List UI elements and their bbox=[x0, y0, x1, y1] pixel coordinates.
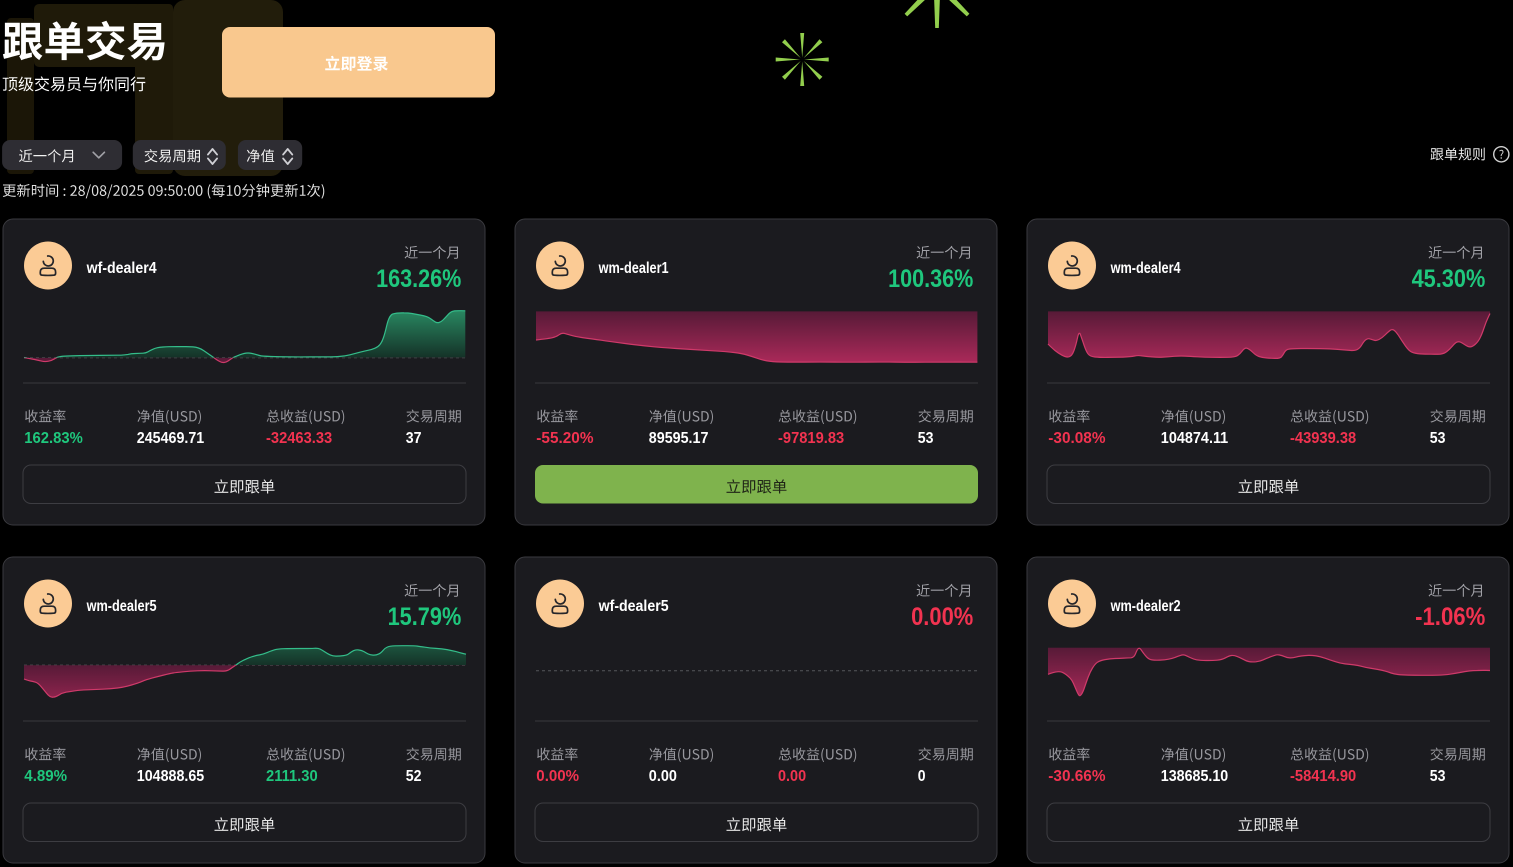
svg-text:53: 53 bbox=[1430, 768, 1446, 785]
svg-text:89595.17: 89595.17 bbox=[649, 430, 709, 447]
svg-text:245469.71: 245469.71 bbox=[137, 430, 204, 447]
svg-text:0.00%: 0.00% bbox=[536, 768, 579, 785]
svg-text:0.00%: 0.00% bbox=[911, 603, 973, 631]
svg-text:wm-dealer2: wm-dealer2 bbox=[1110, 598, 1181, 615]
svg-text:138685.10: 138685.10 bbox=[1161, 768, 1228, 785]
svg-text:53: 53 bbox=[918, 430, 934, 447]
svg-text:-32463.33: -32463.33 bbox=[266, 430, 332, 447]
svg-text:162.83%: 162.83% bbox=[24, 430, 83, 447]
svg-text:52: 52 bbox=[406, 768, 422, 785]
svg-text:53: 53 bbox=[1430, 430, 1446, 447]
svg-text:wf-dealer4: wf-dealer4 bbox=[86, 260, 157, 277]
svg-text:-1.06%: -1.06% bbox=[1415, 603, 1485, 631]
svg-text:-43939.38: -43939.38 bbox=[1290, 430, 1356, 447]
svg-text:0.00: 0.00 bbox=[778, 768, 806, 785]
svg-text:15.79%: 15.79% bbox=[388, 603, 462, 631]
svg-text:-55.20%: -55.20% bbox=[536, 430, 593, 447]
svg-text:-30.66%: -30.66% bbox=[1048, 768, 1105, 785]
svg-text:4.89%: 4.89% bbox=[24, 768, 67, 785]
svg-text:0.00: 0.00 bbox=[649, 768, 677, 785]
svg-text:-97819.83: -97819.83 bbox=[778, 430, 844, 447]
svg-text:-58414.90: -58414.90 bbox=[1290, 768, 1356, 785]
svg-text:wm-dealer5: wm-dealer5 bbox=[86, 598, 157, 615]
svg-text:45.30%: 45.30% bbox=[1412, 265, 1486, 293]
svg-text:100.36%: 100.36% bbox=[888, 265, 973, 293]
svg-text:2111.30: 2111.30 bbox=[266, 768, 318, 785]
svg-text:-30.08%: -30.08% bbox=[1048, 430, 1105, 447]
svg-text:wm-dealer1: wm-dealer1 bbox=[598, 260, 669, 277]
svg-text:104874.11: 104874.11 bbox=[1161, 430, 1228, 447]
svg-text:wf-dealer5: wf-dealer5 bbox=[598, 598, 669, 615]
svg-text:wm-dealer4: wm-dealer4 bbox=[1110, 260, 1181, 277]
svg-text:0: 0 bbox=[918, 768, 926, 785]
svg-text:37: 37 bbox=[406, 430, 422, 447]
svg-text:104888.65: 104888.65 bbox=[137, 768, 204, 785]
svg-text:163.26%: 163.26% bbox=[376, 265, 461, 293]
